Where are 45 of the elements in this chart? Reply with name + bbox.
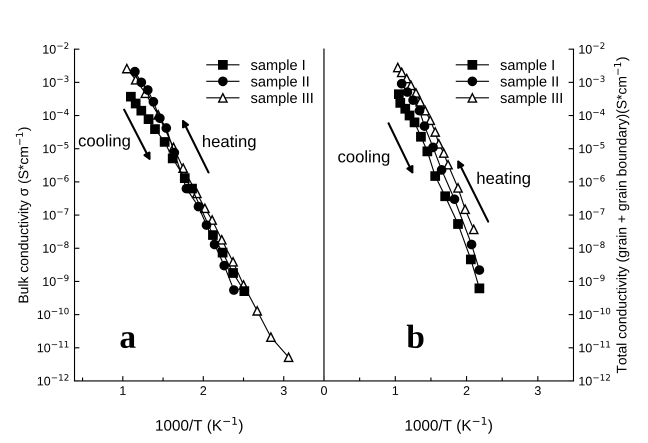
- y2-tick-label: 10$^{−2}$: [579, 42, 604, 54]
- x-tick-label: 2: [200, 386, 206, 395]
- annotation: cooling: [338, 150, 390, 166]
- x-tick-label: 2: [464, 386, 470, 395]
- y-tick-label: 10$^{−2}$: [43, 42, 68, 54]
- legend-label: sample III: [500, 92, 562, 106]
- x-tick-label: 3: [534, 386, 541, 396]
- y2-tick-label: 10$^{−12}$: [579, 374, 610, 386]
- y2-tick-label: 10$^{−4}$: [579, 108, 605, 120]
- annotation: a: [120, 332, 136, 348]
- y-tick-label: 10$^{−6}$: [43, 175, 69, 186]
- y-tick-label: 10$^{−12}$: [38, 374, 68, 386]
- y-tick-label: 10$^{−5}$: [43, 142, 68, 154]
- y2-tick-label: 10$^{−3}$: [579, 76, 605, 87]
- x-axis-title: 1000/T (K$^{−1}$): [406, 416, 492, 434]
- x-tick-label: 1: [392, 386, 398, 395]
- legend-label: sample I: [500, 59, 554, 73]
- y2-tick-label: 10$^{−8}$: [579, 241, 605, 253]
- y2-tick-label: 10$^{−9}$: [579, 274, 605, 286]
- y2-tick-label: 10$^{−10}$: [579, 308, 610, 320]
- annotation: b: [406, 324, 424, 348]
- y2-axis-title: Total conductivity (grain + grain boundary)(S*cm$^{−1}$): [614, 57, 630, 374]
- x-axis-title: 1000/T (K$^{−1}$): [156, 416, 243, 434]
- y-tick-label: 10$^{−9}$: [43, 274, 69, 286]
- legend-label: sample II: [500, 76, 558, 90]
- legend-label: sample II: [250, 76, 308, 90]
- y2-tick-label: 10$^{−5}$: [579, 142, 604, 154]
- annotation: heating: [203, 134, 256, 151]
- x-tick-label: 3: [280, 386, 287, 396]
- y-tick-label: 10$^{−11}$: [38, 341, 68, 352]
- legend-label: sample III: [250, 92, 312, 106]
- y2-tick-label: 10$^{−7}$: [579, 208, 605, 220]
- y2-tick-label: 10$^{−11}$: [579, 341, 610, 352]
- y-axis-title: Bulk conductivity σ (S*cm$^{−1}$): [16, 127, 32, 302]
- legend-label: sample I: [250, 59, 304, 73]
- y2-tick-label: 10$^{−6}$: [579, 175, 605, 186]
- annotation: cooling: [78, 134, 130, 150]
- y-tick-label: 10$^{−4}$: [43, 108, 69, 120]
- y-tick-label: 10$^{−8}$: [43, 241, 69, 253]
- x-tick-label: 1: [120, 386, 126, 395]
- y-tick-label: 10$^{−3}$: [43, 76, 69, 87]
- y-tick-label: 10$^{−10}$: [38, 308, 69, 320]
- x-tick-label: 0: [321, 386, 327, 396]
- annotation: heating: [477, 172, 530, 188]
- y-tick-label: 10$^{−7}$: [43, 208, 68, 220]
